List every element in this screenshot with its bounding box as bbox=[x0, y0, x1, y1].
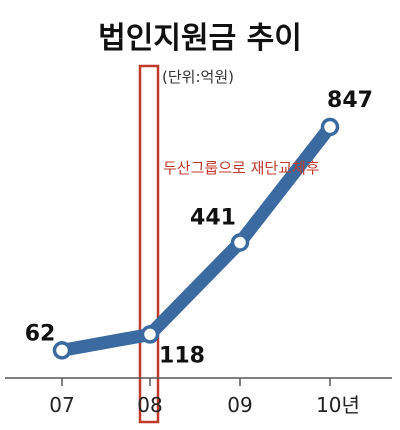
chart-title: 법인지원금 추이 bbox=[98, 21, 302, 56]
x-tick-label-09: 09 bbox=[227, 393, 252, 417]
value-label-09: 441 bbox=[190, 206, 236, 231]
data-point-08 bbox=[140, 325, 160, 344]
data-point-07 bbox=[52, 341, 72, 360]
highlight-box-08 bbox=[138, 64, 160, 424]
series-line bbox=[55, 120, 337, 357]
data-points bbox=[52, 117, 340, 360]
x-tick-label-07: 07 bbox=[49, 393, 74, 417]
x-axis-tick-labels: 07 08 09 10년 bbox=[49, 393, 360, 417]
data-value-labels: 62 118 441 847 bbox=[25, 88, 373, 368]
value-label-07: 62 bbox=[25, 321, 56, 346]
x-tick-label-10년: 10년 bbox=[316, 393, 360, 417]
data-point-10년 bbox=[320, 117, 340, 137]
value-label-10년: 847 bbox=[327, 88, 373, 113]
unit-label: (단위:억원) bbox=[162, 68, 234, 86]
x-axis-ticks bbox=[61, 378, 331, 386]
annotation-label: 두산그룹으로 재단교체후 bbox=[163, 159, 320, 177]
x-tick-label-08: 08 bbox=[137, 393, 162, 417]
data-point-09 bbox=[230, 233, 250, 252]
value-label-08: 118 bbox=[159, 343, 205, 368]
